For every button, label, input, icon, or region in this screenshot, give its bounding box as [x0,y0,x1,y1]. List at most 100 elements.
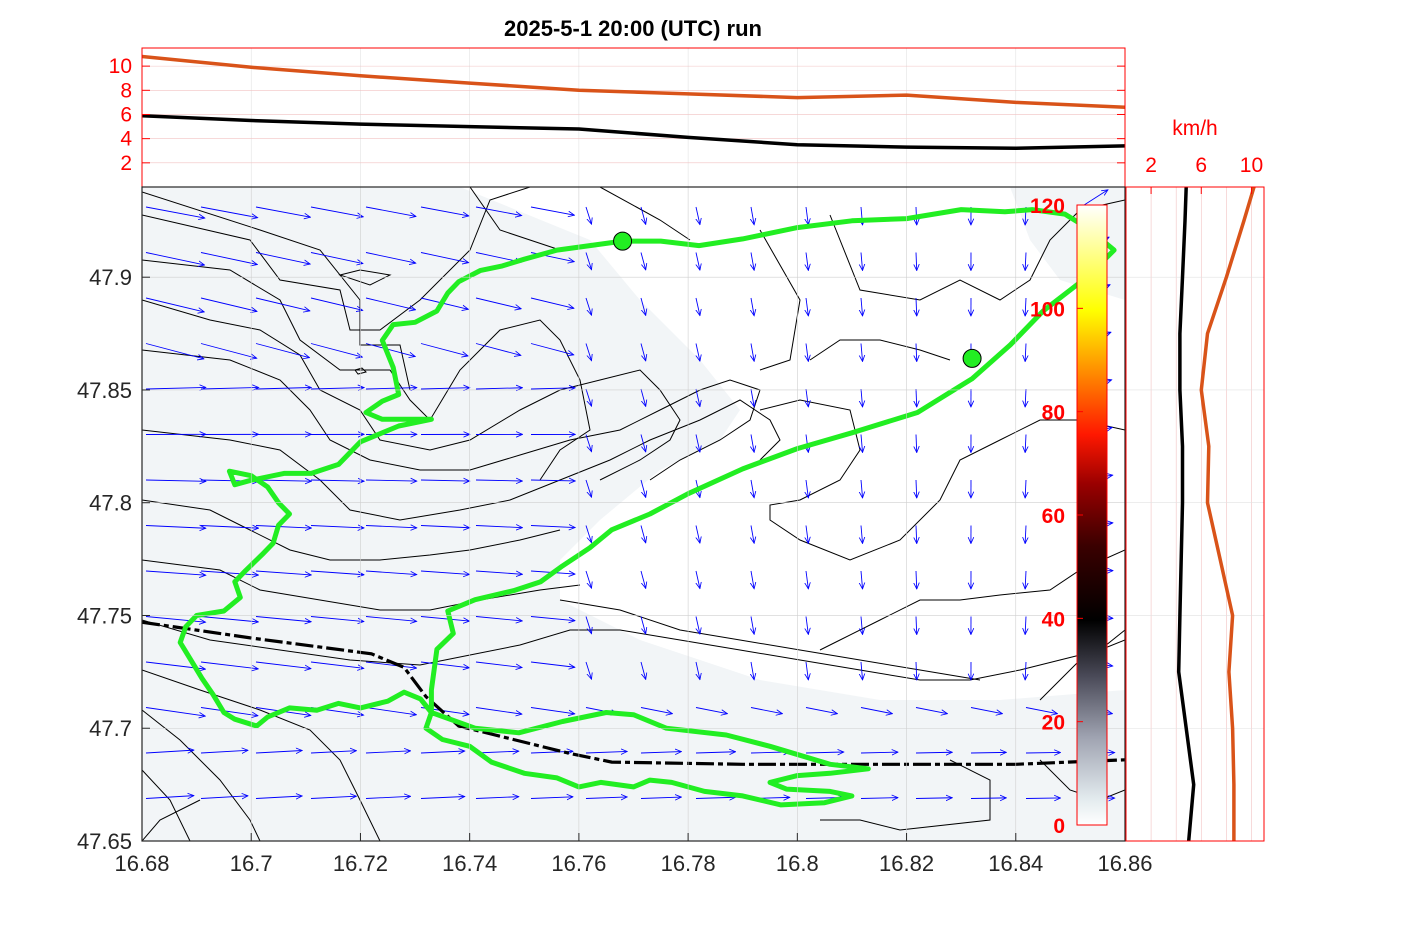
wind-arrow [530,797,573,799]
wind-arrow [475,388,522,389]
wind-arrow [585,388,591,406]
wind-arrow [695,797,736,798]
wind-arrow [640,206,646,224]
wind-arrow [365,661,417,668]
wind-arrow [1025,798,1061,799]
wind-arrow [585,206,591,224]
wind-arrow [310,343,362,358]
wind-arrow [310,751,356,753]
wind-arrow [310,570,364,575]
colorbar-tick-label: 20 [1042,712,1065,735]
wind-arrow [1025,752,1061,753]
wind-arrow [916,252,917,271]
wind-arrow [970,752,1006,753]
right-x-tick-label: 10 [1240,154,1263,177]
wind-arrow [365,343,415,357]
wind-arrow [751,252,754,271]
wind-arrow [475,570,522,574]
main-ticks: 16.68 16.7 16.72 16.74 16.76 16.78 16.8 16.82 16… [77,265,1153,876]
wind-arrow [310,616,364,622]
wind-arrow [310,252,363,264]
wind-arrow [916,616,917,635]
wind-arrow [200,616,258,622]
x-tick-label: 16.7 [230,851,273,876]
wind-arrow [255,388,311,389]
wind-arrow [805,707,837,714]
y-tick-label: 47.75 [77,603,132,628]
wind-arrow [310,796,356,798]
wind-arrow [365,570,417,575]
wind-arrow [530,297,574,308]
wind-arrow [365,480,417,481]
y-tick-label: 47.65 [77,829,132,854]
wind-arrow [751,206,754,225]
wind-arrow [200,707,258,716]
wind-arrow [145,343,204,359]
wind-arrow [640,797,681,798]
wind-arrow [255,570,311,575]
wind-arrow [640,661,646,679]
wind-arrow [1025,479,1026,498]
wind-arrow [255,252,310,265]
main-grid [142,187,1125,841]
wind-arrow [696,343,700,362]
wind-arrow [310,297,363,310]
wind-arrow [365,297,415,310]
wind-arrow [861,297,863,316]
wind-arrow [696,252,700,271]
wind-arrow [696,525,700,544]
wind-arrow [585,297,591,315]
wind-arrow [145,616,206,623]
colorbar-tick-label: 40 [1042,608,1065,631]
wind-arrow [1025,661,1026,680]
top-y-tick-label: 2 [120,152,132,175]
location-marker [613,231,633,251]
lake-outline [177,207,1117,808]
wind-arrow [695,707,727,714]
wind-arrow [310,388,364,389]
right-grid [1126,187,1264,841]
x-tick-label: 16.86 [1097,851,1152,876]
wind-arrow [475,751,519,753]
x-tick-label: 16.78 [661,851,716,876]
wind-arrow [861,525,863,544]
wind-arrow [420,343,468,356]
wind-arrow [200,570,258,575]
wind-arrow [805,752,844,753]
wind-arrow [365,206,416,216]
wind-arrow [145,480,206,481]
wind-arrow [806,388,808,407]
wind-arrow [585,252,591,270]
main-map-panel: 16.68 16.7 16.72 16.74 16.76 16.78 16.8 16.82 16… [77,186,1153,876]
wind-arrow [970,798,1006,799]
wind-arrow [640,343,646,361]
wind-arrow [1025,616,1026,635]
wind-arrow [585,479,591,497]
wind-arrow [310,480,364,481]
wind-arrow [915,798,952,799]
wind-arrow [640,752,681,753]
wind-arrow [200,387,259,389]
x-tick-label: 16.74 [442,851,497,876]
wind-arrow [365,751,411,753]
wind-arrow [255,480,311,481]
wind-arrow [475,616,522,621]
wind-arrow [255,796,302,799]
wind-arrow [310,526,364,528]
wind-arrow [1025,252,1026,271]
wind-arrow [640,479,646,497]
location-markers [613,231,982,368]
wind-arrow [145,796,194,799]
wind-arrow [916,388,917,407]
wind-arrow [365,252,416,264]
chart-title: 2025-5-1 20:00 (UTC) run [504,16,762,41]
wind-arrow [751,570,754,589]
wind-arrow [640,616,646,634]
wind-arrow [145,206,205,218]
wind-arrow [585,343,591,361]
wind-arrow [420,388,470,389]
wind-arrow [861,616,863,635]
wind-arrow [255,616,311,622]
wind-arrow [751,434,754,453]
